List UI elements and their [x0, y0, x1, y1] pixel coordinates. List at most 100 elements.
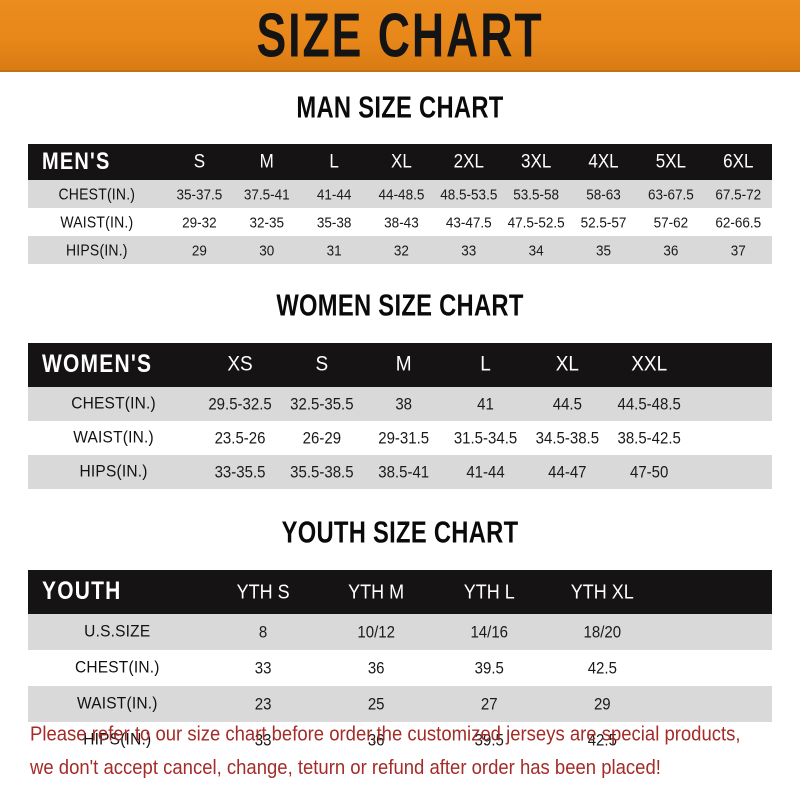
- man-table-wrapper: MEN'S S M L XL 2XL 3XL 4XL 5XL 6XL CHEST…: [0, 144, 800, 264]
- cell: 42.5: [587, 730, 617, 750]
- cell: 41-44: [466, 462, 505, 482]
- youth-col-header: YTH XL: [570, 580, 634, 603]
- women-table-wrapper: WOMEN'S XS S M L XL XXL CHEST(IN.) 29.5-…: [0, 343, 800, 489]
- cell: 39.5: [474, 730, 504, 750]
- cell: 35-37.5: [176, 185, 223, 203]
- cell: 23.5-26: [214, 428, 266, 448]
- cell: 14/16: [470, 622, 509, 642]
- cell: 32.5-35.5: [290, 394, 354, 414]
- row-label: WAIST(IN.): [76, 694, 158, 713]
- cell: 29: [191, 241, 207, 259]
- women-col-header: XXL: [631, 352, 668, 377]
- page-banner: SIZE CHART: [0, 0, 800, 72]
- table-row: U.S.SIZE 8 10/12 14/16 18/20: [28, 614, 772, 650]
- cell: 32: [393, 241, 409, 259]
- cell: 38: [395, 394, 413, 414]
- cell: 38-43: [384, 213, 419, 231]
- cell: 30: [259, 241, 275, 259]
- cell: 47.5-52.5: [507, 213, 565, 231]
- order-policy-note: Please refer to our size chart before or…: [0, 717, 800, 784]
- women-col-header: XS: [227, 352, 253, 377]
- man-col-header: L: [329, 150, 339, 173]
- cell: 44-48.5: [378, 185, 425, 203]
- row-spacer: [659, 648, 772, 688]
- cell: 27: [480, 694, 498, 714]
- cell: 58-63: [586, 185, 621, 203]
- women-col-header: XL: [555, 352, 579, 377]
- cell: 10/12: [357, 622, 395, 642]
- cell: 53.5-58: [513, 185, 560, 203]
- row-spacer: [659, 612, 772, 652]
- cell: 18/20: [583, 622, 622, 642]
- man-size-table: MEN'S S M L XL 2XL 3XL 4XL 5XL 6XL CHEST…: [28, 144, 772, 264]
- cell: 41-44: [316, 185, 352, 203]
- cell: 38.5-41: [378, 462, 430, 482]
- cell: 33: [461, 241, 477, 259]
- man-col-header: 4XL: [588, 150, 619, 173]
- cell: 29-31.5: [378, 428, 430, 448]
- man-header-label: MEN'S: [42, 148, 111, 175]
- man-col-header: 5XL: [655, 150, 686, 173]
- youth-col-header: YTH L: [463, 580, 515, 603]
- banner-title: SIZE CHART: [256, 0, 544, 71]
- row-spacer: [690, 453, 772, 490]
- cell: 47-50: [629, 462, 669, 482]
- youth-header-label: YOUTH: [42, 577, 122, 605]
- cell: 23: [254, 694, 272, 714]
- cell: 35: [596, 241, 612, 259]
- table-row: HIPS(IN.) 29 30 31 32 33 34 35 36 37: [28, 236, 772, 264]
- cell: 35-38: [316, 213, 352, 231]
- cell: 52.5-57: [580, 213, 627, 231]
- table-row: CHEST(IN.) 35-37.5 37.5-41 41-44 44-48.5…: [28, 180, 772, 208]
- cell: 44.5-48.5: [617, 394, 681, 414]
- cell: 63-67.5: [647, 185, 694, 203]
- cell: 36: [367, 658, 385, 678]
- row-spacer: [690, 385, 772, 422]
- cell: 48.5-53.5: [440, 185, 498, 203]
- table-row: CHEST(IN.) 33 36 39.5 42.5: [28, 650, 772, 686]
- cell: 38.5-42.5: [617, 428, 681, 448]
- women-header-label: WOMEN'S: [42, 350, 153, 378]
- man-col-header: M: [259, 150, 274, 173]
- women-size-table: WOMEN'S XS S M L XL XXL CHEST(IN.) 29.5-…: [28, 343, 772, 489]
- women-header-spacer: [690, 340, 772, 389]
- cell: 41: [477, 394, 494, 414]
- women-col-header: S: [315, 352, 329, 377]
- cell: 31: [326, 241, 342, 259]
- table-row: WAIST(IN.) 23.5-26 26-29 29-31.5 31.5-34…: [28, 421, 772, 455]
- youth-table-wrapper: YOUTH YTH S YTH M YTH L YTH XL U.S.SIZE …: [0, 570, 800, 758]
- women-col-header: L: [480, 352, 491, 377]
- cell: 33-35.5: [214, 462, 266, 482]
- cell: 8: [258, 622, 268, 642]
- women-section-title: WOMEN SIZE CHART: [276, 288, 524, 323]
- cell: 67.5-72: [715, 185, 762, 203]
- row-label: WAIST(IN.): [73, 428, 154, 447]
- row-label: WAIST(IN.): [60, 213, 134, 231]
- table-row: WAIST(IN.) 29-32 32-35 35-38 38-43 43-47…: [28, 208, 772, 236]
- row-label: CHEST(IN.): [58, 185, 136, 203]
- man-table-header-row: MEN'S S M L XL 2XL 3XL 4XL 5XL 6XL: [28, 144, 772, 180]
- cell: 36: [367, 730, 385, 750]
- row-spacer: [690, 419, 772, 456]
- table-row: CHEST(IN.) 29.5-32.5 32.5-35.5 38 41 44.…: [28, 387, 772, 421]
- row-label: CHEST(IN.): [71, 394, 156, 413]
- order-policy-line-2: we don't accept cancel, change, teturn o…: [30, 754, 661, 779]
- women-col-header: M: [395, 352, 412, 377]
- youth-size-table: YOUTH YTH S YTH M YTH L YTH XL U.S.SIZE …: [28, 570, 772, 758]
- cell: 29: [593, 694, 611, 714]
- row-label: HIPS(IN.): [83, 730, 152, 749]
- cell: 26-29: [302, 428, 342, 448]
- row-label: U.S.SIZE: [84, 622, 151, 641]
- man-section-title: MAN SIZE CHART: [296, 90, 504, 125]
- table-row: HIPS(IN.) 33 36 39.5 42.5: [28, 722, 772, 758]
- youth-table-header-row: YOUTH YTH S YTH M YTH L YTH XL: [28, 570, 772, 614]
- cell: 37: [730, 241, 746, 259]
- cell: 32-35: [249, 213, 284, 231]
- cell: 44-47: [548, 462, 587, 482]
- row-label: HIPS(IN.): [79, 462, 148, 481]
- row-label: CHEST(IN.): [74, 658, 160, 677]
- cell: 29.5-32.5: [208, 394, 272, 414]
- cell: 43-47.5: [445, 213, 492, 231]
- cell: 34: [528, 241, 544, 259]
